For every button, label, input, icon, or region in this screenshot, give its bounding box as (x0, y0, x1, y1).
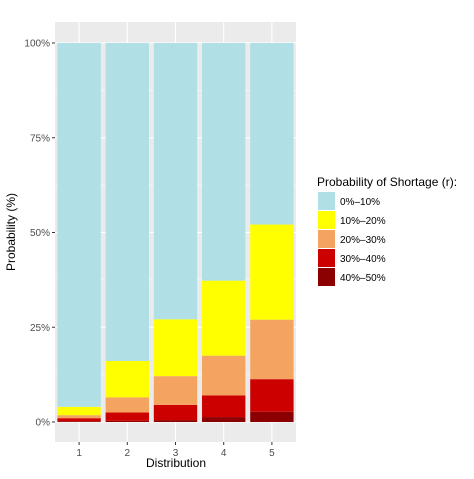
bar-segment (105, 420, 149, 422)
bar-segment (250, 224, 294, 320)
legend-label: 40%–50% (340, 273, 386, 284)
y-tick-label: 25% (30, 323, 50, 334)
bar-segment (250, 43, 294, 225)
legend-key (318, 249, 335, 267)
legend-label: 10%–20% (340, 216, 386, 227)
bar-segment (250, 411, 294, 422)
y-tick-label: 75% (30, 133, 50, 144)
y-axis: 0% 25% 50% 75% 100% (24, 39, 55, 429)
x-tick-label: 1 (76, 448, 82, 459)
y-tick-label: 0% (36, 418, 51, 429)
legend-key (318, 230, 335, 248)
bar-segment (57, 43, 101, 407)
y-tick-label: 50% (30, 228, 50, 239)
y-axis-title: Probability (%) (4, 193, 18, 271)
bar-segment (153, 404, 198, 421)
x-tick-label: 4 (221, 448, 227, 459)
bar-segment (57, 418, 101, 422)
y-tick-label: 100% (24, 39, 50, 50)
bar-segment (202, 355, 246, 396)
bar-segment (153, 43, 198, 320)
bar-segment (153, 319, 198, 377)
bar-segment (105, 412, 149, 421)
bar-segment (153, 376, 198, 405)
bar-segment (57, 415, 101, 419)
bar-segment (105, 360, 149, 398)
x-tick-label: 2 (125, 448, 131, 459)
bar-segment (250, 319, 294, 380)
legend-label: 0%–10% (340, 197, 380, 208)
bar-segment (202, 395, 246, 418)
bar-segment (250, 379, 294, 412)
x-tick-label: 5 (269, 448, 275, 459)
bar-segment (105, 397, 149, 413)
legend-title: Probability of Shortage (r): (317, 175, 457, 189)
bar-segment (153, 420, 198, 422)
x-tick-label: 3 (173, 448, 179, 459)
legend-key (318, 192, 335, 210)
legend-key (318, 268, 335, 286)
bars (57, 43, 294, 422)
legend-key (318, 211, 335, 229)
bar-segment (57, 421, 101, 422)
bar-segment (202, 280, 246, 356)
legend-label: 30%–40% (340, 254, 386, 265)
bar-segment (202, 43, 246, 281)
x-axis-title: Distribution (146, 456, 206, 470)
bar-segment (57, 406, 101, 416)
x-axis: 1 2 3 4 5 (76, 442, 275, 459)
legend-label: 20%–30% (340, 235, 386, 246)
bar-segment (105, 43, 149, 361)
bar-segment (202, 417, 246, 422)
legend: Probability of Shortage (r): 0%–10% 10%–2… (317, 175, 457, 286)
